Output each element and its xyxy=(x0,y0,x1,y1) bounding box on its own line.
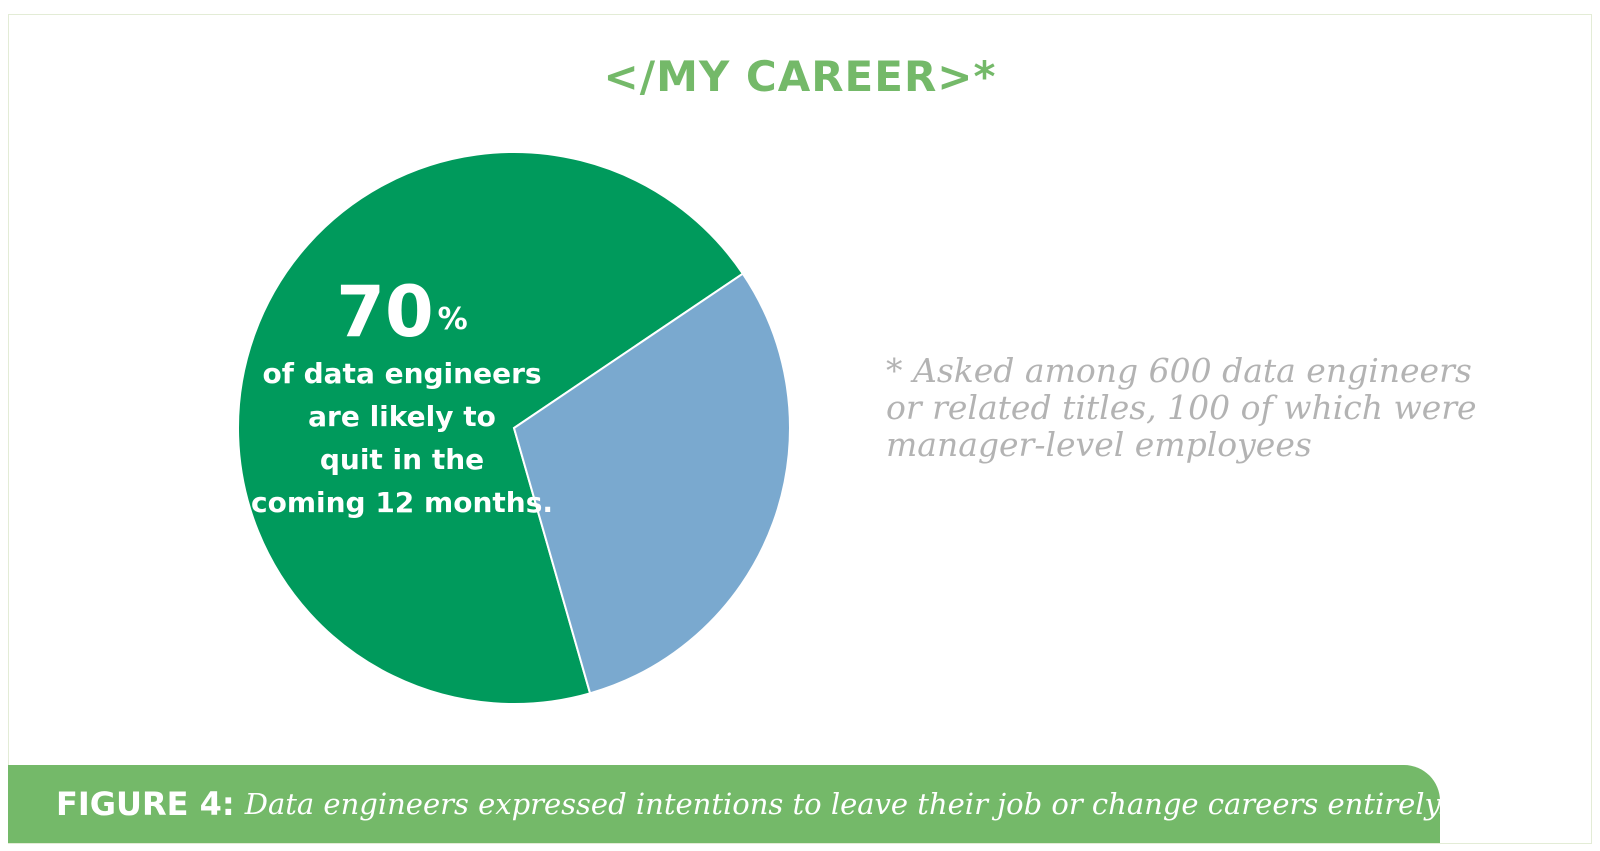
callout-value: 70 xyxy=(336,271,434,353)
figure-caption-bar: FIGURE 4: Data engineers expressed inten… xyxy=(8,765,1446,843)
callout-percentage: 70% xyxy=(232,272,572,352)
pie-slice-1 xyxy=(236,151,745,705)
callout-unit: % xyxy=(437,302,468,337)
callout-line: of data engineers xyxy=(262,357,542,390)
callout-line: quit in the xyxy=(319,443,485,476)
pie-slice-2 xyxy=(512,272,791,695)
callout-line: are likely to xyxy=(308,400,496,433)
callout-line: coming 12 months. xyxy=(250,486,553,519)
pie-callout: 70% of data engineers are likely to quit… xyxy=(232,272,572,524)
footnote-line: manager-level employees xyxy=(886,425,1312,464)
survey-footnote: * Asked among 600 data engineers or rela… xyxy=(886,352,1506,463)
caption-label: FIGURE 4: xyxy=(56,785,235,823)
footnote-line: * Asked among 600 data engineers xyxy=(886,351,1472,390)
figure-frame xyxy=(8,14,1592,844)
footnote-line: or related titles, 100 of which were xyxy=(886,388,1477,427)
chart-title: </MY CAREER>* xyxy=(603,52,997,101)
caption-text: Data engineers expressed intentions to l… xyxy=(244,787,1447,821)
